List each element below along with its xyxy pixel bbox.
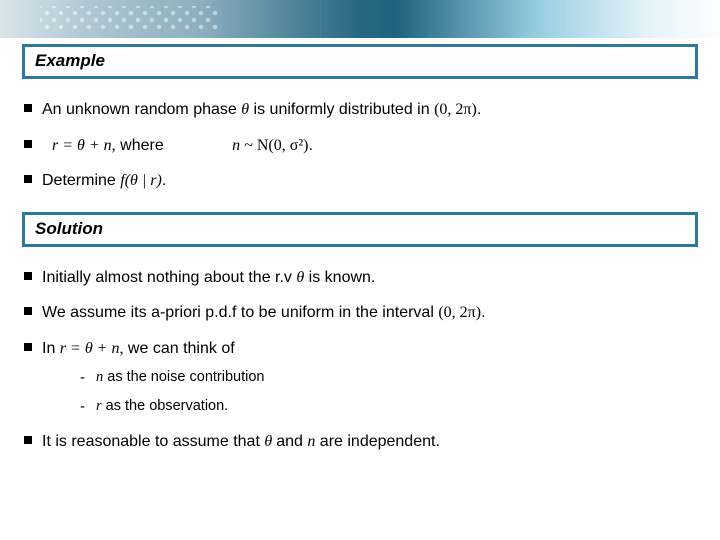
text: . xyxy=(481,304,485,321)
sub-item: r as the observation. xyxy=(80,397,698,417)
text: Determine xyxy=(42,172,120,189)
text: where xyxy=(116,137,164,154)
text: Initially almost nothing about the r.v xyxy=(42,269,296,286)
text: We assume its a-priori p.d.f to be unifo… xyxy=(42,304,438,321)
text: . xyxy=(477,101,481,118)
theta-symbol: θ xyxy=(264,433,276,450)
interval-math: (0, 2π) xyxy=(438,304,481,321)
equation: r = θ + n, xyxy=(52,137,116,154)
sub-list: n as the noise contribution r as the obs… xyxy=(42,368,698,417)
solution-bullet-list: Initially almost nothing about the r.v θ… xyxy=(22,267,698,453)
bullet-item: In r = θ + n, we can think of n as the n… xyxy=(24,338,698,417)
text: It is reasonable to assume that xyxy=(42,433,264,450)
interval-math: (0, 2π) xyxy=(434,101,477,118)
text: In xyxy=(42,340,60,357)
example-header: Example xyxy=(22,44,698,79)
text: . xyxy=(308,137,312,154)
bullet-item: Determine f(θ | r). xyxy=(24,170,698,192)
text: is uniformly distributed in xyxy=(249,101,434,118)
text: is known. xyxy=(304,269,375,286)
text: as the observation. xyxy=(102,398,229,414)
bullet-item: Initially almost nothing about the r.v θ… xyxy=(24,267,698,289)
bullet-item: r = θ + n, where n ~ N(0, σ²). xyxy=(24,135,698,157)
text: we can think of xyxy=(123,340,234,357)
theta-symbol: θ xyxy=(241,101,249,118)
text: An unknown random phase xyxy=(42,101,241,118)
bullet-item: We assume its a-priori p.d.f to be unifo… xyxy=(24,302,698,324)
bullet-item: It is reasonable to assume that θ and n … xyxy=(24,431,698,453)
sub-item: n as the noise contribution xyxy=(80,368,698,388)
example-bullet-list: An unknown random phase θ is uniformly d… xyxy=(22,99,698,192)
normal-dist: N(0, σ²) xyxy=(253,137,309,154)
n-tilde: n ~ xyxy=(232,137,253,154)
solution-header: Solution xyxy=(22,212,698,247)
conditional-pdf: f(θ | r) xyxy=(120,172,162,189)
text: as the noise contribution xyxy=(103,369,264,385)
text: and xyxy=(276,433,307,450)
bullet-item: An unknown random phase θ is uniformly d… xyxy=(24,99,698,121)
text: . xyxy=(162,172,166,189)
slide-content: Example An unknown random phase θ is uni… xyxy=(22,44,698,466)
equation: r = θ + n, xyxy=(60,340,124,357)
header-gradient-decoration xyxy=(0,0,720,38)
text: are independent. xyxy=(315,433,440,450)
